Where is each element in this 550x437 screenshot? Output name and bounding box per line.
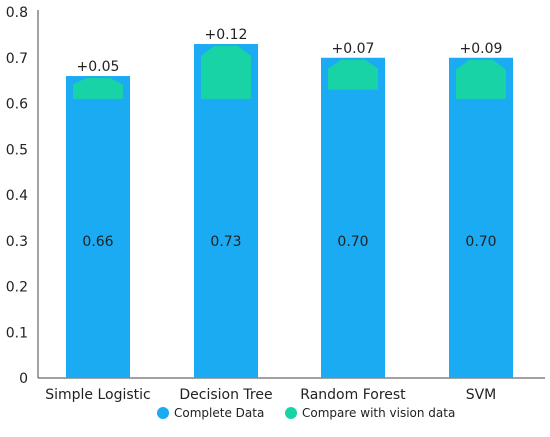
x-category-label: SVM <box>466 387 497 403</box>
bar-complete-data <box>66 76 130 379</box>
bar-value-label: 0.70 <box>465 234 496 250</box>
y-tick-label: 0.6 <box>6 97 28 113</box>
y-axis-ticks: 0 0.1 0.2 0.3 0.4 0.5 0.6 0.7 0.8 <box>6 5 28 387</box>
x-category-label: Random Forest <box>300 387 406 403</box>
legend-swatch-vision <box>285 407 297 419</box>
bar-complete-data <box>321 57 385 378</box>
y-tick-label: 0.4 <box>6 188 28 204</box>
x-category-label: Decision Tree <box>179 387 272 403</box>
bar-value-label: 0.70 <box>337 234 368 250</box>
bar-delta-label: +0.07 <box>332 41 375 57</box>
bar-vision-increment <box>456 59 506 99</box>
bar-value-label: 0.73 <box>210 234 241 250</box>
bar-delta-label: +0.09 <box>460 41 503 57</box>
y-tick-label: 0.5 <box>6 142 28 158</box>
y-tick-label: 0.2 <box>6 280 28 296</box>
bar-vision-increment <box>73 78 123 99</box>
bar-delta-label: +0.12 <box>205 27 248 43</box>
bars-group: 0.66 +0.05 Simple Logistic 0.73 +0.12 Decisio… <box>45 27 513 403</box>
legend: Complete Data Compare with vision data <box>157 406 455 420</box>
legend-label-complete: Complete Data <box>174 406 264 420</box>
bar-delta-label: +0.05 <box>77 59 120 75</box>
bar-value-label: 0.66 <box>82 234 113 250</box>
y-tick-label: 0.1 <box>6 325 28 341</box>
y-tick-label: 0.3 <box>6 234 28 250</box>
x-category-label: Simple Logistic <box>45 387 151 403</box>
bar-complete-data <box>449 57 513 378</box>
bar-complete-data <box>194 44 258 379</box>
y-tick-label: 0.7 <box>6 51 28 67</box>
legend-swatch-complete <box>157 407 169 419</box>
legend-label-vision: Compare with vision data <box>302 406 455 420</box>
bar-vision-increment <box>201 46 251 99</box>
bar-vision-increment <box>328 59 378 90</box>
y-tick-label: 0 <box>19 371 28 387</box>
y-tick-label: 0.8 <box>6 5 28 21</box>
